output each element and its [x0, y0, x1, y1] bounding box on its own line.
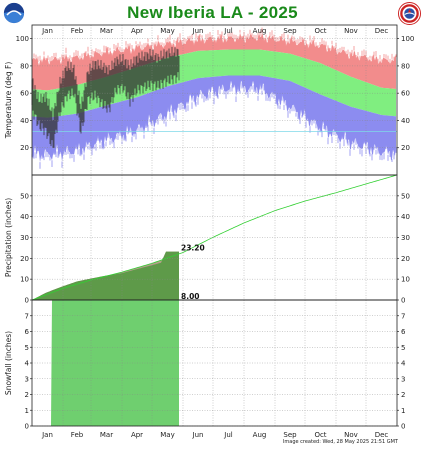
- precipitation-ytick-left: 50: [20, 192, 29, 200]
- precipitation-ytick-right: 10: [401, 276, 410, 284]
- temperature-axis-title: Temperature (deg F): [4, 62, 13, 140]
- month-label-top: May: [160, 27, 174, 35]
- month-label-top: Aug: [253, 27, 267, 35]
- month-label-top: Apr: [131, 27, 143, 35]
- snowfall-ytick-left: 4: [25, 360, 30, 368]
- temperature-ytick-right: 60: [401, 90, 410, 98]
- precipitation-ytick-right: 0: [401, 297, 405, 305]
- month-label-bottom: Oct: [314, 431, 326, 439]
- snowfall-ytick-left: 0: [25, 423, 29, 431]
- normal-range-band: [32, 49, 396, 118]
- month-label-bottom: Jan: [41, 431, 53, 439]
- snowfall-ytick-left: 7: [25, 312, 29, 320]
- snowfall-ytick-left: 1: [25, 407, 29, 415]
- precipitation-ytick-right: 30: [401, 234, 410, 242]
- precip-total-label: 23.20: [181, 244, 205, 253]
- month-label-bottom: Sep: [283, 431, 297, 439]
- precipitation-ytick-right: 40: [401, 213, 410, 221]
- chart-title: New Iberia LA - 2025: [127, 3, 298, 22]
- precipitation-ytick-left: 20: [20, 255, 29, 263]
- temperature-ytick-left: 80: [20, 62, 29, 70]
- temperature-ytick-right: 20: [401, 144, 410, 152]
- precip-normal-line: [31, 174, 397, 301]
- temperature-ytick-left: 100: [16, 35, 29, 43]
- precipitation-ytick-left: 10: [20, 276, 29, 284]
- month-label-bottom: Jun: [192, 431, 204, 439]
- month-label-bottom: Aug: [253, 431, 267, 439]
- precipitation-ytick-right: 50: [401, 192, 410, 200]
- snowfall-ytick-left: 5: [25, 344, 29, 352]
- record-high-band: [32, 32, 396, 91]
- noaa-logo-icon: [3, 2, 25, 24]
- month-label-bottom: Mar: [100, 431, 113, 439]
- temperature-ytick-left: 20: [20, 144, 29, 152]
- month-label-top: Jun: [192, 27, 204, 35]
- precipitation-axis-title: Precipitation (inches): [4, 198, 13, 277]
- precipitation-ytick-left: 0: [25, 297, 29, 305]
- snowfall-ytick-right: 6: [401, 328, 406, 336]
- month-label-top: Jan: [41, 27, 53, 35]
- snowfall-ytick-right: 0: [401, 423, 405, 431]
- month-label-bottom: Dec: [375, 431, 389, 439]
- month-label-top: Dec: [375, 27, 389, 35]
- snowfall-panel-frame: [31, 299, 398, 427]
- snowfall-ytick-right: 1: [401, 407, 405, 415]
- snowfall-ytick-left: 6: [25, 328, 30, 336]
- month-label-bottom: Jul: [223, 431, 233, 439]
- precipitation-ytick-left: 40: [20, 213, 29, 221]
- image-created-footer: Image created: Wed, 28 May 2025 21:51 GM…: [282, 439, 398, 445]
- month-label-top: Oct: [314, 27, 326, 35]
- month-label-bottom: Apr: [131, 431, 143, 439]
- month-label-top: Nov: [344, 27, 358, 35]
- snowfall-ytick-left: 2: [25, 391, 29, 399]
- nws-logo-icon: [398, 2, 421, 25]
- month-label-top: Sep: [283, 27, 297, 35]
- precipitation-ytick-left: 30: [20, 234, 29, 242]
- temperature-ytick-right: 100: [401, 35, 414, 43]
- snowfall-total-label: 8.00: [181, 292, 200, 301]
- month-label-bottom: Nov: [344, 431, 358, 439]
- month-label-bottom: Feb: [71, 431, 84, 439]
- snowfall-ytick-left: 3: [25, 375, 29, 383]
- snowfall-ytick-right: 4: [401, 360, 406, 368]
- month-label-top: Feb: [71, 27, 84, 35]
- precip-observed-area: [32, 251, 179, 300]
- temperature-ytick-left: 40: [20, 117, 29, 125]
- temperature-ytick-right: 80: [401, 62, 410, 70]
- month-label-top: Jul: [223, 27, 233, 35]
- snowfall-ytick-right: 3: [401, 375, 405, 383]
- snowfall-ytick-right: 5: [401, 344, 405, 352]
- precipitation-ytick-right: 20: [401, 255, 410, 263]
- temperature-ytick-left: 60: [20, 90, 29, 98]
- temperature-ytick-right: 40: [401, 117, 410, 125]
- snowfall-ytick-right: 2: [401, 391, 405, 399]
- snowfall-axis-title: Snowfall (inches): [4, 331, 13, 395]
- month-label-bottom: May: [160, 431, 174, 439]
- record-low-band: [32, 75, 396, 163]
- snowfall-ytick-right: 7: [401, 312, 405, 320]
- month-label-top: Mar: [100, 27, 113, 35]
